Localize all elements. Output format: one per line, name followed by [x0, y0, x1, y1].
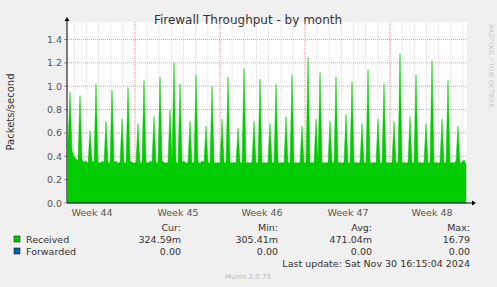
x-tick-label: Week 47 [327, 207, 368, 218]
legend-label: Received [26, 234, 69, 245]
y-tick-label: 0.2 [47, 174, 62, 185]
legend-label: Forwarded [26, 246, 76, 257]
y-tick-label: 1.2 [47, 57, 62, 68]
legend-stat: 0.00 [449, 246, 470, 257]
x-tick-label: Week 45 [157, 207, 198, 218]
legend-column-header: Avg: [351, 222, 372, 233]
y-axis-label: Packets/second [5, 74, 16, 151]
legend-stat: 471.04m [330, 234, 373, 245]
legend-column-header: Min: [258, 222, 278, 233]
legend-stat: 305.41m [236, 234, 279, 245]
y-tick-label: 0.6 [47, 127, 62, 138]
legend-swatch [14, 248, 20, 254]
y-tick-label: 0.8 [47, 104, 62, 115]
legend-column-header: Cur: [161, 222, 181, 233]
footer: Munin 2.0.73 [225, 273, 271, 281]
plot-area [67, 22, 467, 203]
y-axis-arrow [65, 17, 70, 21]
chart: Firewall Throughput - by month Packets/se… [0, 0, 497, 287]
legend-stat: 324.59m [139, 234, 182, 245]
last-update: Last update: Sat Nov 30 16:15:04 2024 [282, 258, 470, 269]
legend-swatch [14, 236, 20, 242]
x-axis [67, 203, 473, 204]
y-tick-label: 0.4 [47, 151, 62, 162]
y-axis [67, 20, 68, 203]
legend-stat: 16.79 [443, 234, 470, 245]
y-tick-label: 0.0 [47, 198, 62, 209]
side-text: RRDTOOL / TOBI OETIKER [487, 24, 495, 108]
x-axis-arrow [472, 201, 476, 206]
x-tick-label: Week 48 [411, 207, 452, 218]
legend-stat: 0.00 [351, 246, 372, 257]
y-tick-label: 1.0 [47, 81, 62, 92]
x-tick-label: Week 46 [241, 207, 282, 218]
series-area [68, 54, 466, 203]
background [0, 0, 497, 287]
legend-stat: 0.00 [160, 246, 181, 257]
title: Firewall Throughput - by month [154, 13, 342, 27]
y-grid-line [67, 62, 467, 63]
y-grid-line [67, 109, 467, 110]
legend-column-header: Max: [447, 222, 470, 233]
legend-stat: 0.00 [257, 246, 278, 257]
y-tick-label: 1.4 [47, 34, 62, 45]
y-grid-line [67, 86, 467, 87]
x-tick-label: Week 44 [71, 207, 112, 218]
y-grid-line [67, 39, 467, 40]
series-group [68, 54, 466, 203]
